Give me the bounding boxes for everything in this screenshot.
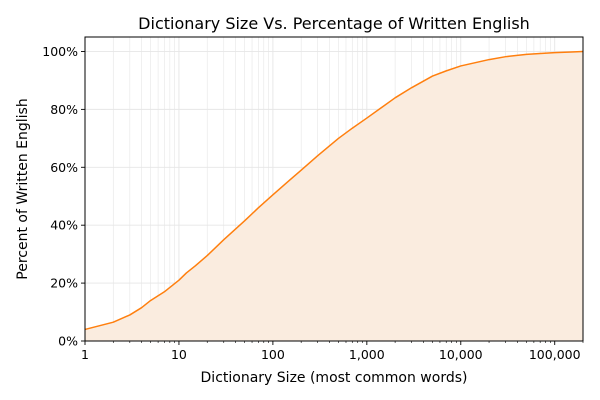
y-tick-label: 60% (50, 160, 78, 175)
x-axis-label: Dictionary Size (most common words) (201, 370, 468, 386)
y-tick-label: 0% (58, 334, 78, 349)
series-line (84, 50, 584, 331)
y-tick-label: 100% (42, 44, 78, 59)
x-tick-label: 100 (261, 347, 285, 362)
axis-ticks: 1 10 100 1,000 10,000 100,000 0% 20% 40% 60% 80% 10… (42, 44, 584, 362)
x-tick-label: 10,000 (439, 347, 483, 362)
x-tick-label: 10 (171, 347, 187, 362)
chart-title: Dictionary Size Vs. Percentage of Writte… (138, 14, 530, 33)
y-axis-label: Percent of Written English (15, 98, 31, 279)
x-tick-label: 100,000 (529, 347, 581, 362)
y-tick-label: 80% (50, 102, 78, 117)
series-line-layer (84, 50, 584, 331)
x-tick-label: 1,000 (349, 347, 385, 362)
area-fill-layer (85, 51, 583, 341)
plot-frame (84, 36, 584, 342)
x-tick-label: 1 (81, 347, 89, 362)
y-tick-label: 20% (50, 276, 78, 291)
y-tick-label: 40% (50, 218, 78, 233)
series-area-fill (85, 51, 583, 341)
